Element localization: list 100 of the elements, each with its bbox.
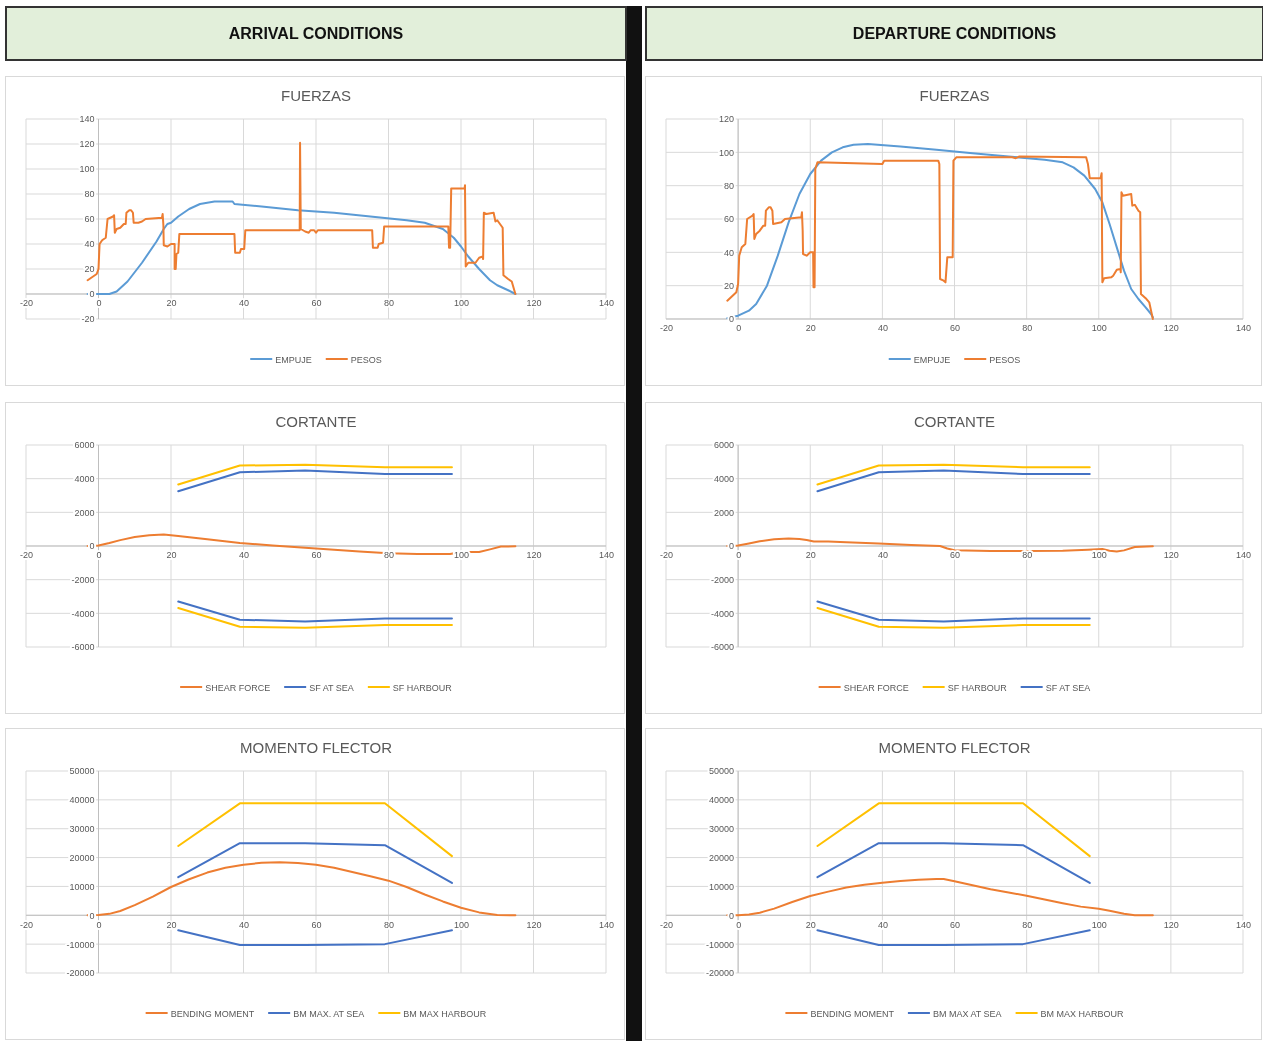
y-tick-label: 100 [79,164,95,175]
x-tick-label: -20 [659,919,674,930]
legend-label: SF AT SEA [1045,682,1091,693]
y-tick-label: 10000 [69,881,95,892]
legend-label: BENDING MOMENT [170,1008,255,1019]
y-tick-label: -20000 [66,968,95,979]
x-tick-label: 100 [453,298,470,309]
y-tick-label: 10000 [709,881,735,892]
x-tick-label: 140 [598,298,615,309]
x-tick-label: 80 [1022,550,1033,561]
x-tick-label: -20 [19,550,34,561]
line-series [816,600,1091,623]
line-series [177,469,453,493]
y-tick-label: 50000 [709,766,735,777]
x-tick-label: 20 [805,919,816,930]
line-series [177,600,453,623]
x-tick-label: 20 [166,550,177,561]
line-series [177,606,453,629]
legend-label: BM MAX. AT SEA [293,1008,365,1019]
x-tick-label: 120 [1163,323,1179,334]
y-tick-label: 30000 [69,824,95,835]
x-tick-label: 140 [598,919,615,930]
y-tick-label: 0 [89,289,95,300]
y-tick-label: -2000 [71,575,95,586]
y-tick-label: 4000 [714,474,735,485]
legend-label: SHEAR FORCE [843,682,909,693]
x-tick-label: 120 [526,919,542,930]
line-series [177,842,453,884]
y-tick-label: -10000 [706,939,735,950]
legend-label: BM MAX AT SEA [932,1008,1002,1019]
chart-title: MOMENTO FLECTOR [240,739,393,756]
x-tick-label: 0 [96,550,102,561]
x-tick-label: 0 [96,919,102,930]
y-tick-label: 100 [719,147,735,158]
x-tick-label: 40 [238,919,250,930]
y-tick-label: 0 [89,541,95,552]
line-series [816,469,1091,493]
legend-label: EMPUJE [275,354,312,365]
legend-label: SHEAR FORCE [205,682,271,693]
x-tick-label: 60 [311,298,322,309]
x-tick-label: 140 [598,550,615,561]
x-tick-label: -20 [19,919,34,930]
x-tick-label: 40 [877,550,888,561]
x-tick-label: 0 [736,919,742,930]
legend-label: BM MAX HARBOUR [1040,1008,1125,1019]
y-tick-label: 6000 [74,440,95,451]
y-tick-label: 6000 [714,440,735,451]
x-tick-label: 100 [1091,323,1107,334]
x-tick-label: 140 [1235,550,1252,561]
x-tick-label: 40 [877,323,888,334]
y-tick-label: -6000 [71,642,95,653]
x-tick-label: 40 [238,550,250,561]
y-tick-label: 40000 [709,795,735,806]
y-tick-label: -6000 [711,642,735,653]
y-tick-label: 50000 [69,766,95,777]
x-tick-label: 80 [1022,919,1033,930]
chart-title: CORTANTE [913,413,996,430]
y-tick-label: 120 [719,114,735,125]
y-tick-label: 60 [724,214,735,225]
chart-title: CORTANTE [275,413,357,430]
x-tick-label: -20 [19,298,34,309]
legend-label: EMPUJE [913,354,951,365]
y-tick-label: 2000 [74,507,95,518]
legend-label: PESOS [350,354,382,365]
y-tick-label: 140 [79,114,95,125]
x-tick-label: 60 [949,550,961,561]
x-tick-label: 120 [1163,550,1179,561]
x-tick-label: -20 [659,323,674,334]
x-tick-label: 0 [736,550,742,561]
y-tick-label: 30000 [709,824,735,835]
legend-label: BENDING MOMENT [810,1008,895,1019]
x-tick-label: 60 [311,919,322,930]
x-tick-label: 60 [949,323,961,334]
x-tick-label: 0 [736,323,742,334]
x-tick-label: 100 [453,919,470,930]
x-tick-label: 80 [383,298,395,309]
x-tick-label: 140 [1235,919,1252,930]
text: DEPARTURE CONDITIONS [852,24,1057,43]
y-tick-label: -10000 [66,939,95,950]
x-tick-label: 40 [877,919,888,930]
legend-label: SF HARBOUR [947,682,1008,693]
line-series [177,463,453,486]
x-tick-label: 100 [1091,919,1107,930]
x-tick-label: 20 [805,323,816,334]
y-tick-label: 0 [729,314,735,325]
y-tick-label: 80 [724,181,735,192]
x-tick-label: 120 [1163,919,1179,930]
line-series [816,842,1091,884]
x-tick-label: 20 [805,550,816,561]
x-tick-label: 60 [311,550,322,561]
y-tick-label: 80 [84,189,95,200]
x-tick-label: 140 [1235,323,1252,334]
y-tick-label: -4000 [71,608,95,619]
y-tick-label: 20 [724,281,735,292]
x-tick-label: 40 [238,298,250,309]
y-tick-label: 20000 [709,852,735,863]
chart-title: MOMENTO FLECTOR [878,739,1031,756]
y-tick-label: 120 [79,139,95,150]
x-tick-label: 100 [1091,550,1107,561]
line-series [726,537,1154,553]
